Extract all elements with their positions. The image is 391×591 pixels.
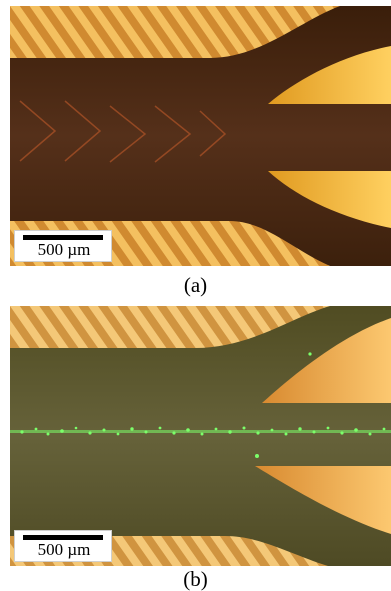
caption-a: (a) xyxy=(183,273,208,297)
scale-bar-a: 500 µm xyxy=(14,230,112,262)
micrograph-a-image xyxy=(10,6,391,266)
scale-bar-label: 500 µm xyxy=(37,240,91,259)
scale-bar-label: 500 µm xyxy=(37,540,91,559)
electrode-lower xyxy=(268,171,391,228)
micrograph-b-image xyxy=(10,306,391,566)
microchannel xyxy=(10,306,391,566)
micrograph-panel-a: 500 µm xyxy=(10,6,391,266)
micrograph-panel-b: 500 µm xyxy=(10,306,391,566)
flow-streaks xyxy=(19,100,227,163)
electrode-upper xyxy=(268,46,391,104)
scale-bar-line xyxy=(23,235,103,240)
microchannel xyxy=(10,6,391,266)
scale-bar-line xyxy=(23,535,103,540)
scale-bar-b: 500 µm xyxy=(14,530,112,562)
caption-b: (b) xyxy=(183,567,208,591)
focused-particle-stream xyxy=(10,352,391,458)
electrode-upper xyxy=(262,318,391,403)
electrode-lower xyxy=(255,466,391,534)
